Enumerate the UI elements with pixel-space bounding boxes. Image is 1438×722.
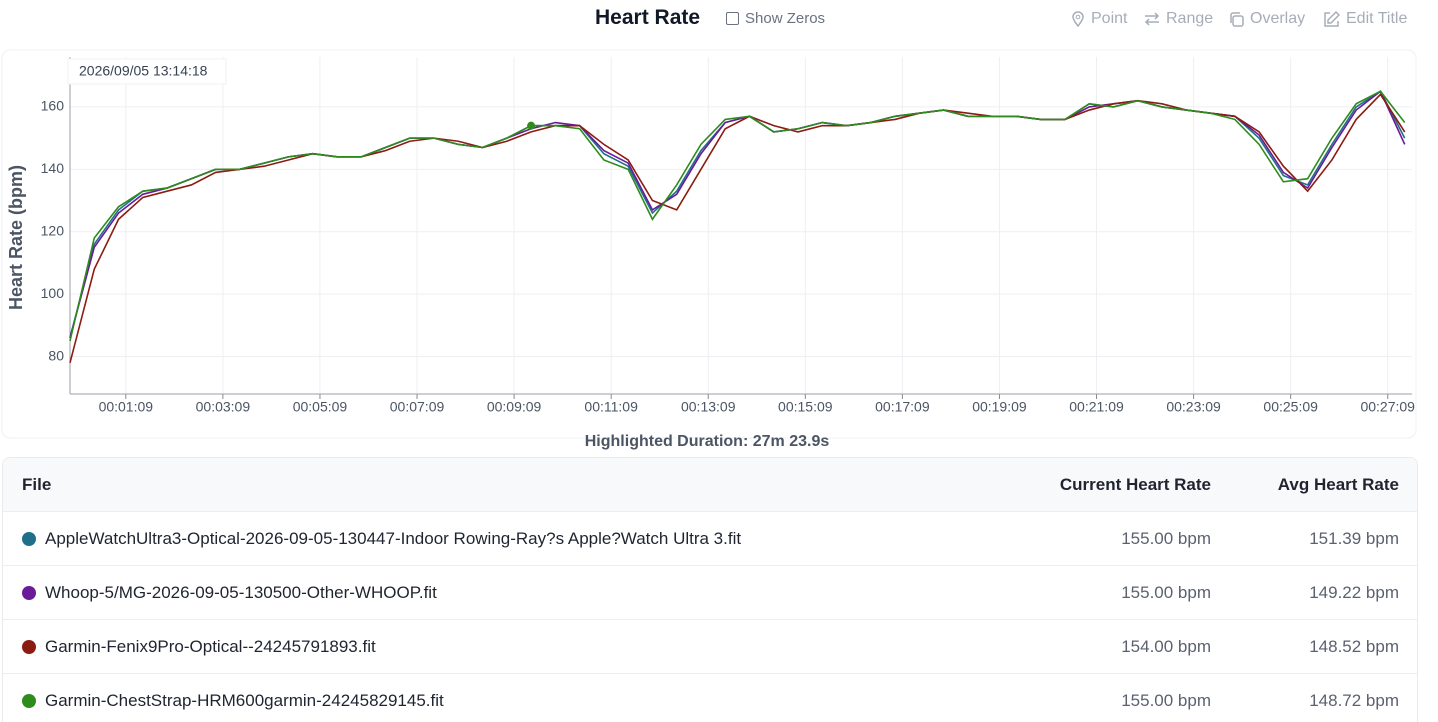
series-dot xyxy=(22,693,36,708)
highlight-point xyxy=(527,121,536,130)
chart: 80 100 120 140 160 00:01:09 00:03:09 00:05:09 00… xyxy=(1,49,1417,450)
y-tick-label: 80 xyxy=(48,347,64,363)
y-tick-label: 120 xyxy=(41,222,65,238)
show-zeros[interactable]: Show Zeros xyxy=(726,10,825,27)
series-dot xyxy=(22,531,36,546)
table-row: Garmin-Fenix9Pro-Optical--24245791893.fi… xyxy=(3,620,1417,674)
icon xyxy=(1230,11,1244,27)
file-name: Whoop-5/MG-2026-09-05-130500-Other-WHOOP… xyxy=(45,582,437,602)
current-cell: 154.00 bpm xyxy=(1121,636,1211,656)
x-tick-label: 00:21:09 xyxy=(1069,399,1124,415)
x-tick-label: 00:11:09 xyxy=(584,399,638,415)
current-cell: 155.00 bpm xyxy=(1121,528,1211,548)
file-cell: Whoop-5/MG-2026-09-05-130500-Other-WHOOP… xyxy=(3,583,991,603)
y-tick-label: 100 xyxy=(41,285,65,301)
series-dot xyxy=(22,639,36,654)
current-cell: 155.00 bpm xyxy=(1121,690,1211,710)
label: Point xyxy=(1091,10,1128,27)
x-tick-label: 00:13:09 xyxy=(681,399,736,415)
current-cell: 155.00 bpm xyxy=(1121,582,1211,602)
file-cell: Garmin-ChestStrap-HRM600garmin-242458291… xyxy=(3,691,991,711)
x-tick-label: 00:19:09 xyxy=(972,399,1027,415)
table-row: Garmin-ChestStrap-HRM600garmin-242458291… xyxy=(3,674,1417,722)
x-tick-label: 00:17:09 xyxy=(875,399,930,415)
file-name: Garmin-Fenix9Pro-Optical--24245791893.fi… xyxy=(45,636,376,656)
icon xyxy=(1144,12,1160,26)
column-header: File xyxy=(22,474,52,494)
x-tick-label: 00:07:09 xyxy=(390,399,445,415)
tooltip: 2026/09/05 13:14:18 xyxy=(79,63,208,79)
series-line xyxy=(69,90,1406,342)
edit-title-button[interactable]: Edit Title xyxy=(1322,10,1407,28)
y-tick-label: 160 xyxy=(41,98,65,114)
series-line xyxy=(69,90,1406,339)
series-line xyxy=(69,90,1406,339)
table-header: File Current Heart Rate Avg Heart Rate xyxy=(3,458,1417,512)
chart-card xyxy=(1,49,1417,439)
x-tick-label: 00:27:09 xyxy=(1360,399,1415,415)
highlight-duration: Highlighted Duration: 27m 23.9s xyxy=(585,433,830,450)
table-row: AppleWatchUltra3-Optical-2026-09-05-1304… xyxy=(3,512,1417,566)
range-button[interactable]: Range xyxy=(1144,10,1213,28)
x-tick-label: 00:09:09 xyxy=(487,399,542,415)
x-tick-label: 00:01:09 xyxy=(99,399,154,415)
label: Edit Title xyxy=(1346,10,1408,27)
column-header: Avg Heart Rate xyxy=(1277,474,1399,494)
avg-cell: 149.22 bpm xyxy=(1309,582,1399,602)
x-tick-label: 00:05:09 xyxy=(293,399,348,415)
x-tick-label: 00:15:09 xyxy=(778,399,833,415)
table: File Current Heart Rate Avg Heart Rate Appl… xyxy=(2,457,1418,722)
file-cell: Garmin-Fenix9Pro-Optical--24245791893.fi… xyxy=(3,637,991,657)
table-row: Whoop-5/MG-2026-09-05-130500-Other-WHOOP… xyxy=(3,566,1417,620)
x-tick-label: 00:25:09 xyxy=(1263,399,1318,415)
y-tick-label: 140 xyxy=(41,160,65,176)
file-name: AppleWatchUltra3-Optical-2026-09-05-1304… xyxy=(45,528,742,548)
y-axis-label: Heart Rate (bpm) xyxy=(6,165,26,310)
avg-cell: 151.39 bpm xyxy=(1309,528,1399,548)
series-dot xyxy=(22,585,36,600)
icon xyxy=(1324,10,1340,27)
chart-title: Heart Rate xyxy=(595,6,701,29)
avg-cell: 148.52 bpm xyxy=(1309,636,1399,656)
series-line xyxy=(69,93,1406,363)
overlay-button[interactable]: Overlay xyxy=(1229,10,1305,28)
show-zeros-label: Show Zeros xyxy=(745,10,826,27)
label: Range xyxy=(1166,10,1214,27)
file-cell: AppleWatchUltra3-Optical-2026-09-05-1304… xyxy=(3,529,991,549)
x-tick-label: 00:03:09 xyxy=(196,399,251,415)
avg-cell: 148.72 bpm xyxy=(1309,690,1399,710)
column-header: Current Heart Rate xyxy=(1059,474,1211,494)
tooltip-box xyxy=(67,58,227,85)
x-tick-label: 00:23:09 xyxy=(1166,399,1221,415)
label: Overlay xyxy=(1250,10,1306,27)
icon xyxy=(1072,11,1084,27)
file-name: Garmin-ChestStrap-HRM600garmin-242458291… xyxy=(45,690,444,710)
point-button[interactable]: Point xyxy=(1071,10,1127,28)
